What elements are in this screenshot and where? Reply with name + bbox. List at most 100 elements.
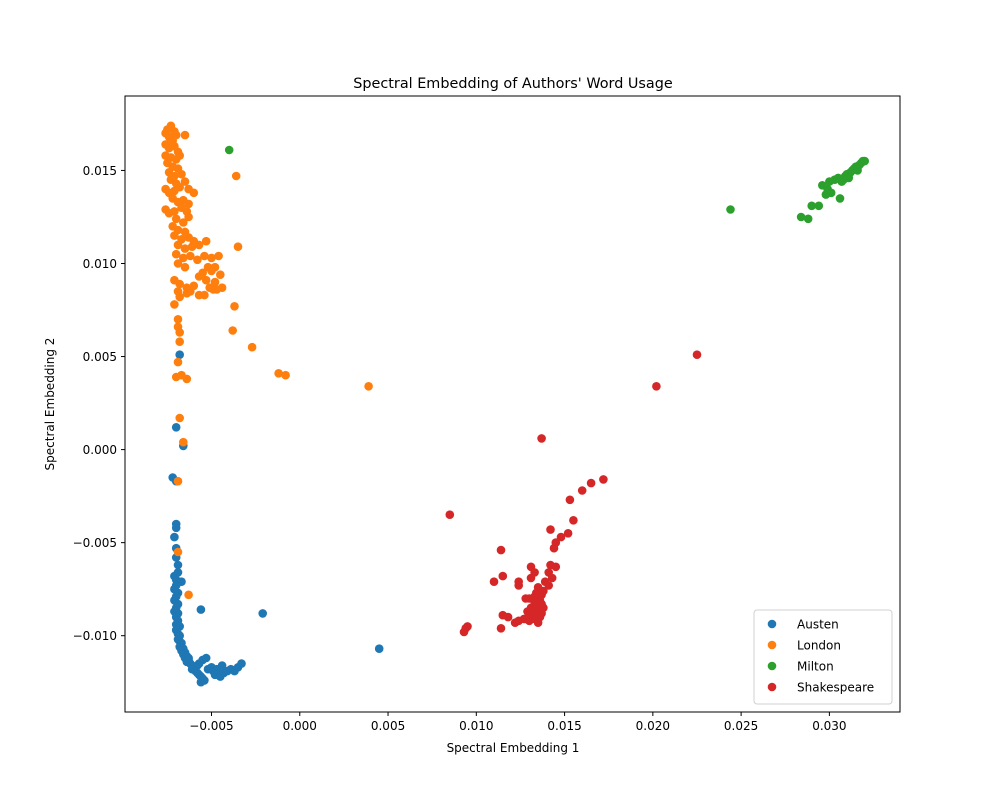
data-point: [184, 212, 193, 222]
data-point: [209, 285, 218, 294]
data-point: [210, 277, 220, 287]
data-point: [374, 644, 384, 653]
data-point: [498, 571, 508, 581]
x-tick-label: 0.030: [812, 719, 846, 733]
data-point: [826, 188, 836, 198]
x-axis: −0.005 0.000 0.005 0.010 0.015 0.020 0.025 0.03…: [189, 712, 847, 733]
data-point: [489, 577, 499, 586]
data-point: [726, 205, 735, 214]
data-point: [569, 516, 578, 525]
data-point: [692, 350, 702, 360]
y-axis: −0.010 −0.005 0.000 0.005 0.010 0.015: [73, 164, 125, 643]
x-axis-label: Spectral Embedding 1: [447, 741, 580, 755]
data-point: [544, 581, 553, 590]
data-point: [549, 543, 559, 553]
data-point: [207, 266, 216, 276]
data-point: [514, 581, 523, 590]
data-point: [184, 653, 193, 663]
series-austen: [168, 350, 384, 687]
series-milton: [224, 145, 869, 224]
data-point: [175, 337, 184, 347]
y-tick-label: −0.005: [73, 536, 117, 550]
data-point: [201, 236, 211, 246]
x-tick-label: −0.005: [189, 719, 233, 733]
data-point: [175, 292, 184, 302]
data-point: [184, 590, 193, 600]
legend-marker: [767, 640, 777, 650]
data-point: [193, 661, 202, 670]
data-point: [860, 156, 869, 166]
data-point: [196, 605, 206, 614]
data-point: [546, 525, 555, 534]
data-point: [184, 199, 193, 209]
data-point: [525, 594, 534, 603]
data-point: [445, 510, 455, 519]
data-point: [170, 300, 179, 309]
data-point: [173, 476, 183, 486]
data-point: [217, 283, 227, 293]
data-point: [170, 532, 179, 542]
data-point: [563, 529, 573, 538]
data-point: [201, 275, 211, 285]
data-point: [186, 287, 195, 296]
data-point: [230, 302, 239, 311]
data-point: [189, 188, 199, 198]
legend-label: Milton: [797, 660, 834, 674]
legend-label: Shakespeare: [797, 681, 874, 695]
data-point: [796, 212, 806, 222]
data-point: [171, 130, 181, 140]
data-point: [177, 169, 186, 179]
data-point: [247, 342, 257, 352]
data-point: [496, 545, 506, 555]
data-point: [175, 151, 184, 160]
data-point: [228, 326, 237, 335]
data-point: [200, 251, 209, 261]
data-point: [216, 270, 225, 280]
data-point: [173, 315, 183, 324]
legend-box: [753, 609, 893, 705]
data-point: [182, 374, 192, 384]
x-tick-label: 0.010: [459, 719, 493, 733]
data-point: [171, 249, 181, 259]
data-point: [179, 253, 188, 263]
data-point: [556, 532, 566, 542]
data-point: [170, 231, 179, 240]
x-tick-label: 0.000: [283, 719, 317, 733]
legend-marker: [767, 619, 777, 629]
data-point: [233, 242, 243, 251]
data-point: [200, 676, 209, 685]
data-point: [814, 201, 824, 211]
data-point: [173, 240, 183, 250]
y-tick-label: 0.015: [83, 164, 117, 178]
data-point: [586, 478, 596, 488]
data-point: [171, 423, 181, 432]
data-point: [224, 145, 234, 155]
data-point: [175, 328, 184, 337]
data-point: [173, 357, 183, 367]
data-point: [194, 272, 204, 281]
data-point: [503, 612, 513, 622]
data-point: [510, 618, 520, 627]
legend-marker: [767, 661, 777, 671]
data-point: [652, 382, 661, 391]
chart-title: Spectral Embedding of Authors' Word Usag…: [353, 76, 673, 92]
data-point: [533, 618, 543, 627]
data-point: [803, 214, 813, 224]
data-point: [537, 434, 546, 443]
y-tick-label: −0.010: [73, 629, 117, 643]
x-tick-label: 0.005: [371, 719, 405, 733]
data-point: [173, 547, 183, 557]
data-point: [807, 201, 816, 211]
plot-frame: [124, 95, 901, 713]
data-point: [173, 259, 183, 268]
data-point: [835, 194, 845, 203]
data-point: [281, 370, 290, 380]
data-point: [193, 255, 202, 265]
data-point: [565, 495, 575, 505]
data-point: [599, 475, 608, 484]
legend-label: London: [797, 639, 841, 653]
data-point: [179, 437, 188, 447]
data-point: [364, 382, 373, 391]
data-point: [551, 562, 561, 572]
data-point: [180, 244, 190, 253]
